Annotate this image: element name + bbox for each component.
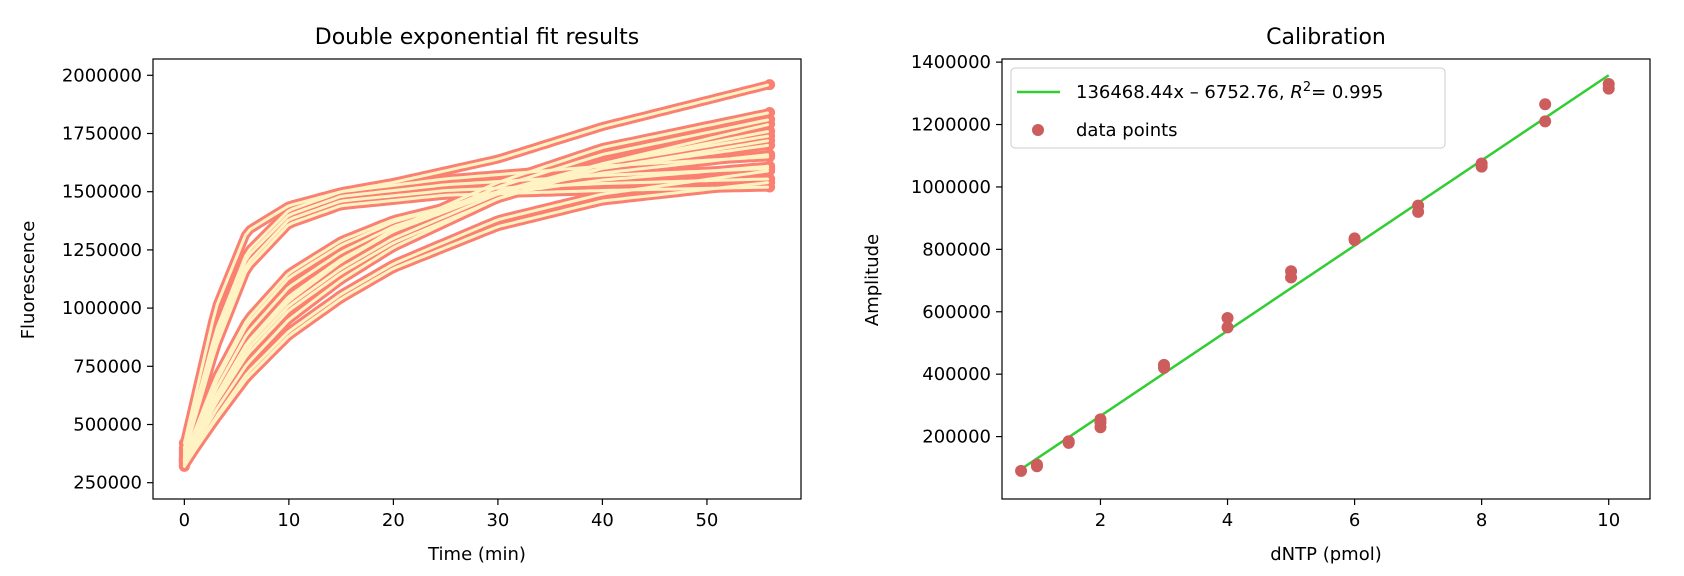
x-tick-label: 4 — [1222, 510, 1233, 531]
data-point — [1602, 77, 1615, 90]
x-tick-label: 50 — [695, 510, 718, 531]
y-tick-label: 1500000 — [62, 182, 142, 203]
y-tick-label: 800000 — [922, 239, 991, 260]
calibration-chart: Calibration dNTP (pmol) Amplitude 2 4 6 8 10… — [862, 25, 1651, 565]
data-point — [1412, 199, 1425, 212]
data-point — [1221, 312, 1234, 325]
y-tick-label: 200000 — [922, 427, 991, 448]
y-tick-label: 1200000 — [911, 115, 991, 136]
x-tick-label: 40 — [591, 510, 614, 531]
data-point — [1539, 98, 1552, 111]
fit-series-line — [182, 83, 770, 445]
data-point-end — [764, 79, 776, 91]
y-tick-label: 1000000 — [62, 298, 142, 319]
y-tick-label: 1250000 — [62, 240, 142, 261]
y-tick-label: 600000 — [922, 302, 991, 323]
x-tick-label: 8 — [1476, 510, 1487, 531]
fit-series-line — [182, 130, 770, 464]
x-tick-label: 6 — [1349, 510, 1360, 531]
x-tick-label: 30 — [486, 510, 509, 531]
data-point — [1015, 464, 1028, 477]
fit-line — [1020, 74, 1610, 471]
fit-series-line — [182, 185, 770, 457]
y-tick-label: 2000000 — [62, 65, 142, 86]
plot-area — [178, 79, 776, 472]
fit-series-line — [182, 181, 770, 467]
data-point — [1475, 157, 1488, 170]
legend: 136468.44x – 6752.76, R2= 0.995 data poi… — [1010, 67, 1446, 149]
y-tick-label: 1750000 — [62, 123, 142, 144]
y-tick-label: 750000 — [73, 356, 142, 377]
fit-results-chart: Double exponential fit results Time (min… — [18, 25, 802, 565]
x-tick-label: 10 — [277, 510, 300, 531]
fit-series-line — [182, 169, 770, 468]
x-tick-label: 10 — [1597, 510, 1620, 531]
fit-series-line — [182, 118, 770, 461]
axes-frame — [1001, 58, 1651, 500]
legend-box — [1010, 67, 1446, 149]
fit-series-line — [182, 177, 770, 454]
fit-series-line — [182, 155, 770, 450]
x-tick-label: 20 — [382, 510, 405, 531]
legend-fit-label: 136468.44x – 6752.76, R2= 0.995 — [1076, 80, 1383, 103]
data-point — [1158, 358, 1170, 371]
data-point — [1348, 232, 1361, 245]
x-tick-label: 0 — [179, 510, 190, 531]
y-tick-label: 1400000 — [911, 52, 991, 73]
y-tick-label: 1000000 — [911, 177, 991, 198]
legend-points-label: data points — [1076, 120, 1178, 141]
x-tick-label: 2 — [1095, 510, 1106, 531]
data-point-end — [764, 107, 776, 119]
axis-ticks: 0 10 20 30 40 50 250000 500000 750000 1000000 1250… — [62, 65, 719, 531]
plot-area — [1015, 74, 1615, 477]
y-tick-label: 250000 — [73, 473, 142, 494]
fit-series-line — [182, 139, 770, 465]
y-tick-label: 500000 — [73, 415, 142, 436]
y-tick-label: 400000 — [922, 364, 991, 385]
y-axis-label: Amplitude — [862, 234, 883, 326]
fit-series-line — [182, 167, 770, 452]
axis-ticks: 2 4 6 8 10 200000 400000 600000 800000 1000000 120… — [911, 52, 1620, 531]
fit-series-line — [182, 111, 770, 463]
data-point — [1030, 458, 1043, 471]
y-axis-label: Fluorescence — [18, 221, 39, 340]
data-point — [1062, 435, 1075, 448]
axes-frame — [152, 58, 802, 500]
chart-title: Double exponential fit results — [315, 25, 639, 50]
x-axis-label: Time (min) — [427, 544, 526, 565]
data-point — [1539, 115, 1552, 128]
data-point — [1094, 413, 1107, 426]
data-point — [1221, 321, 1234, 334]
data-point — [1285, 265, 1298, 278]
chart-title: Calibration — [1266, 25, 1386, 50]
legend-points-swatch — [1032, 124, 1044, 136]
x-axis-label: dNTP (pmol) — [1270, 544, 1381, 565]
